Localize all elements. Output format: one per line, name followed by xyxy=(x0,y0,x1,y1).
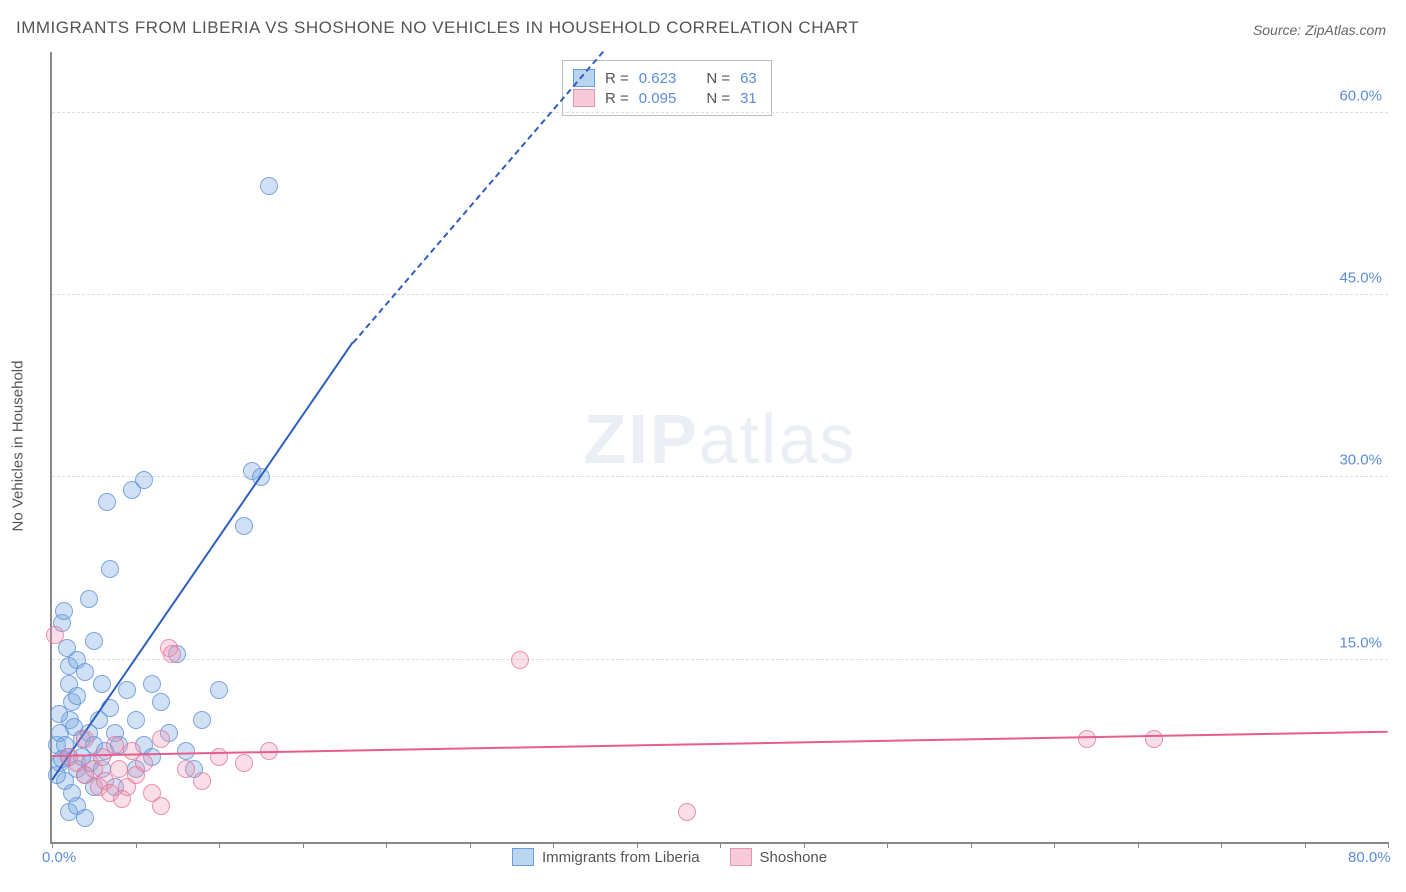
legend-label: Immigrants from Liberia xyxy=(542,849,700,866)
data-point xyxy=(177,760,195,778)
data-point xyxy=(193,711,211,729)
r-value: 0.623 xyxy=(639,70,677,87)
correlation-legend: R = 0.623 N = 63 R = 0.095 N = 31 xyxy=(562,60,772,116)
data-point xyxy=(46,626,64,644)
data-point xyxy=(511,651,529,669)
source-prefix: Source: xyxy=(1253,22,1305,38)
data-point xyxy=(152,693,170,711)
data-point xyxy=(55,602,73,620)
y-tick-label: 45.0% xyxy=(1339,270,1382,287)
legend-row-pink: R = 0.095 N = 31 xyxy=(573,89,757,107)
data-point xyxy=(193,772,211,790)
x-tick xyxy=(136,842,137,848)
data-point xyxy=(152,730,170,748)
y-tick-label: 15.0% xyxy=(1339,634,1382,651)
trend-line-dashed xyxy=(352,50,604,343)
data-point xyxy=(80,590,98,608)
data-point xyxy=(76,730,94,748)
n-value: 31 xyxy=(740,90,757,107)
gridline xyxy=(52,294,1388,295)
gridline xyxy=(52,659,1388,660)
swatch-blue xyxy=(512,848,534,866)
x-tick xyxy=(887,842,888,848)
data-point xyxy=(1145,730,1163,748)
data-point xyxy=(101,560,119,578)
x-tick xyxy=(1305,842,1306,848)
data-point xyxy=(135,754,153,772)
x-tick xyxy=(971,842,972,848)
x-tick-label: 0.0% xyxy=(42,849,76,866)
n-label: N = xyxy=(706,90,730,107)
data-point xyxy=(678,803,696,821)
series-legend: Immigrants from Liberia Shoshone xyxy=(512,848,827,866)
watermark-rest: atlas xyxy=(699,400,857,478)
y-tick-label: 30.0% xyxy=(1339,452,1382,469)
x-tick xyxy=(1388,842,1389,848)
r-value: 0.095 xyxy=(639,90,677,107)
x-tick xyxy=(470,842,471,848)
data-point xyxy=(118,681,136,699)
data-point xyxy=(127,711,145,729)
data-point xyxy=(76,809,94,827)
data-point xyxy=(1078,730,1096,748)
data-point xyxy=(152,797,170,815)
scatter-plot: ZIPatlas R = 0.623 N = 63 R = 0.095 N = … xyxy=(50,52,1388,844)
r-label: R = xyxy=(605,90,629,107)
data-point xyxy=(68,687,86,705)
gridline xyxy=(52,112,1388,113)
chart-title: IMMIGRANTS FROM LIBERIA VS SHOSHONE NO V… xyxy=(16,18,859,38)
legend-row-blue: R = 0.623 N = 63 xyxy=(573,69,757,87)
watermark-bold: ZIP xyxy=(584,400,699,478)
data-point xyxy=(235,517,253,535)
data-point xyxy=(235,754,253,772)
r-label: R = xyxy=(605,70,629,87)
data-point xyxy=(143,675,161,693)
legend-label: Shoshone xyxy=(760,849,828,866)
source-name: ZipAtlas.com xyxy=(1305,22,1386,38)
x-tick xyxy=(1221,842,1222,848)
x-tick xyxy=(720,842,721,848)
y-axis-label: No Vehicles in Household xyxy=(10,361,27,532)
data-point xyxy=(93,675,111,693)
legend-item-blue: Immigrants from Liberia xyxy=(512,848,700,866)
data-point xyxy=(50,705,68,723)
x-tick xyxy=(553,842,554,848)
data-point xyxy=(110,760,128,778)
y-tick-label: 60.0% xyxy=(1339,87,1382,104)
data-point xyxy=(98,493,116,511)
data-point xyxy=(163,645,181,663)
swatch-pink xyxy=(573,89,595,107)
data-point xyxy=(135,471,153,489)
data-point xyxy=(85,632,103,650)
data-point xyxy=(177,742,195,760)
x-tick-label: 80.0% xyxy=(1348,849,1391,866)
data-point xyxy=(210,748,228,766)
data-point xyxy=(76,663,94,681)
swatch-pink xyxy=(730,848,752,866)
x-tick xyxy=(1054,842,1055,848)
data-point xyxy=(106,736,124,754)
legend-item-pink: Shoshone xyxy=(730,848,828,866)
data-point xyxy=(210,681,228,699)
x-tick xyxy=(303,842,304,848)
x-tick xyxy=(52,842,53,848)
data-point xyxy=(113,790,131,808)
n-value: 63 xyxy=(740,70,757,87)
trend-line xyxy=(52,731,1388,757)
x-tick xyxy=(219,842,220,848)
x-tick xyxy=(804,842,805,848)
x-tick xyxy=(637,842,638,848)
x-tick xyxy=(386,842,387,848)
data-point xyxy=(260,177,278,195)
x-tick xyxy=(1138,842,1139,848)
n-label: N = xyxy=(706,70,730,87)
source-credit: Source: ZipAtlas.com xyxy=(1253,22,1386,38)
watermark: ZIPatlas xyxy=(584,399,857,479)
